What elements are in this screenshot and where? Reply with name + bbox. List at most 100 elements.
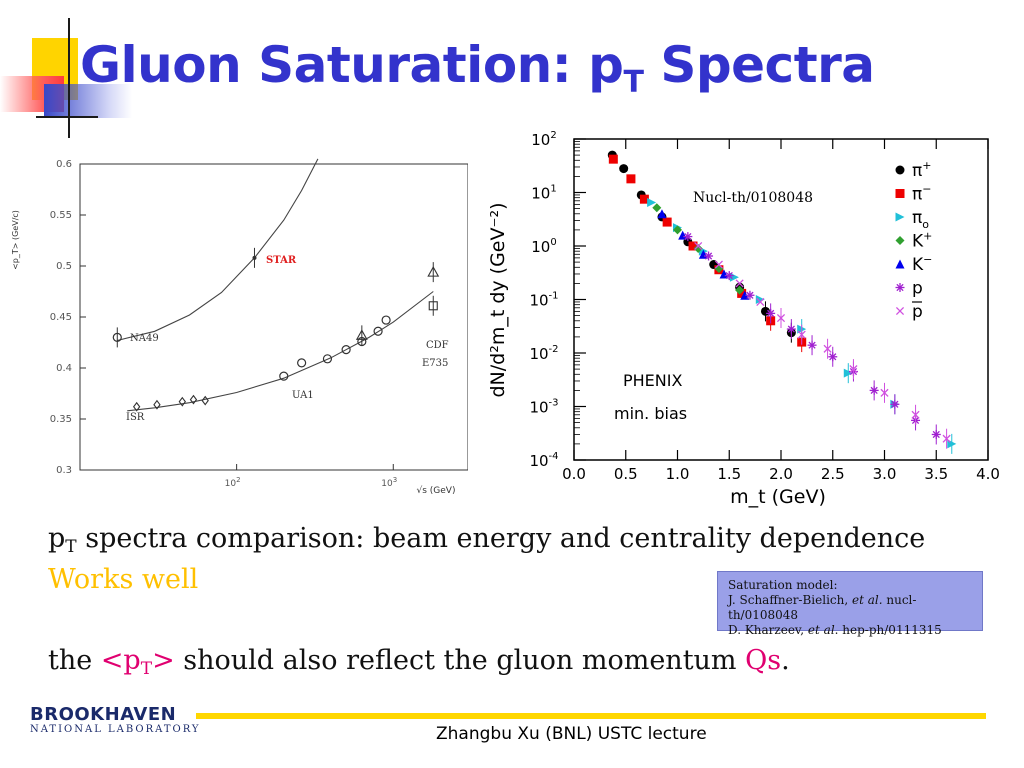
right-point-k <box>678 230 688 240</box>
right-xtick-label: 4.0 <box>976 465 1000 483</box>
left-ytick-label: 0.35 <box>50 414 72 425</box>
line3-mid: should also reflect the gluon momentum <box>174 645 746 676</box>
right-point-pbar <box>823 344 832 353</box>
model-author2: D. Kharzeev, <box>728 623 808 637</box>
legend-marker-5 <box>895 283 905 292</box>
right-xlabel: m_t (GeV) <box>730 486 826 508</box>
point-ua1 <box>341 345 351 355</box>
right-point-k <box>652 203 662 213</box>
label-ua1: UA1 <box>292 390 314 401</box>
title-subscript: T <box>623 65 644 100</box>
label-cdf: CDF <box>426 340 449 351</box>
right-point-k <box>657 209 667 219</box>
point-ua1 <box>322 354 333 364</box>
slide-title: Gluon Saturation: pT Spectra <box>80 36 875 100</box>
left-xtick-label: 103 <box>381 476 397 489</box>
legend-label: p <box>912 279 923 299</box>
right-point-pbar <box>797 330 806 339</box>
model-etal2: et al <box>807 623 835 637</box>
right-point-pbar <box>776 313 786 323</box>
line1-sub: T <box>65 537 77 557</box>
right-ytick-label: 101 <box>531 184 556 203</box>
legend-label: πo <box>912 208 929 231</box>
annotation-ref: Nucl-th/0108048 <box>693 190 813 206</box>
title-text: Gluon Saturation: p <box>80 36 624 94</box>
right-point-p <box>683 232 693 242</box>
text-works-well: Works well <box>48 564 199 595</box>
right-ytick-label: 102 <box>531 130 556 149</box>
title-decoration-vline <box>68 18 70 138</box>
left-ytick-label: 0.45 <box>50 312 72 323</box>
right-point- <box>755 295 765 304</box>
right-xtick-label: 2.5 <box>821 465 845 483</box>
legend-marker-4 <box>895 259 905 269</box>
model-box-line3: D. Kharzeev, et al. hep-ph/0111315 <box>728 623 982 638</box>
right-point-pbar <box>694 241 703 251</box>
right-point-pbar <box>735 279 744 288</box>
right-point-p <box>724 271 734 281</box>
line3-pt-close: > <box>152 645 175 676</box>
line3-pt-sub: T <box>140 659 153 679</box>
right-point-p <box>786 324 796 334</box>
left-ytick-label: 0.4 <box>56 363 72 374</box>
right-point-0 <box>662 217 672 227</box>
right-xtick-label: 0.0 <box>562 465 586 483</box>
right-point-p <box>807 340 817 350</box>
footer-text: Zhangbu Xu (BNL) USTC lecture <box>436 724 707 744</box>
right-point-pbar <box>756 297 765 307</box>
chart-mean-pt-vs-sqrt-s: 0.3 0.35 0.4 0.45 0.5 0.55 0.6 102 103 <p_T> (Ge… <box>11 158 468 496</box>
left-ytick-label: 0.55 <box>50 210 72 221</box>
legend-label: π− <box>912 183 931 205</box>
annotation-centrality: min. bias <box>614 404 687 423</box>
left-ytick-label: 0.6 <box>56 159 72 170</box>
legend-marker-3 <box>895 236 905 245</box>
footer-divider <box>196 713 986 719</box>
right-xtick-label: 3.5 <box>924 465 948 483</box>
line3-pre: the <box>48 645 101 676</box>
right-xtick-label: 3.0 <box>873 465 897 483</box>
left-xlabel: √s (GeV) <box>417 485 456 496</box>
label-star: STAR <box>266 255 297 266</box>
right-point-0 <box>626 174 636 184</box>
right-point-p <box>890 399 900 409</box>
model-box-line1: Saturation model: <box>728 578 838 592</box>
legend-marker-1 <box>895 189 905 198</box>
right-ytick-label: 10-3 <box>529 398 558 417</box>
left-plot-frame <box>79 163 468 471</box>
point-ua1 <box>381 315 391 325</box>
left-curve-lower <box>127 291 434 412</box>
line1-tail: spectra comparison: beam energy and cent… <box>76 523 926 554</box>
text-line-spectra-comparison: pT spectra comparison: beam energy and c… <box>48 523 925 557</box>
title-decoration-hline <box>36 116 98 118</box>
line3-end: . <box>781 645 790 676</box>
label-isr: ISR <box>126 412 145 423</box>
title-decoration-blue <box>44 84 132 118</box>
label-e735: E735 <box>422 358 448 369</box>
right-point-p <box>704 251 714 261</box>
point-isr <box>153 399 161 410</box>
model-ref1: nucl-th/0108048 <box>728 593 917 622</box>
point-ua1 <box>373 326 383 336</box>
legend-label: π+ <box>912 159 931 181</box>
label-na49: NA49 <box>130 333 159 344</box>
right-point-pbar <box>849 365 858 374</box>
left-ylabel: <p_T> (GeV/c) <box>11 210 20 270</box>
legend-label: K+ <box>912 230 932 252</box>
right-point-pbar <box>911 410 920 419</box>
right-xtick-label: 2.0 <box>769 465 793 483</box>
brookhaven-logo-subtitle: NATIONAL LABORATORY <box>30 724 201 735</box>
left-xtick-label: 102 <box>225 476 241 489</box>
right-point-pbar <box>880 388 889 397</box>
right-xtick-label: 1.0 <box>666 465 690 483</box>
legend-label: K− <box>912 253 932 275</box>
right-ytick-label: 10-1 <box>529 291 558 310</box>
model-author1: J. Schaffner-Bielich, <box>728 593 852 607</box>
legend-marker-2 <box>895 212 905 222</box>
right-ytick-label: 10-4 <box>529 451 558 470</box>
point-isr <box>178 396 187 407</box>
right-point-p <box>745 290 755 300</box>
right-point-pbar <box>942 434 951 443</box>
legend-label: p <box>912 302 923 322</box>
point-isr <box>132 401 141 412</box>
line1-p: p <box>48 523 66 554</box>
